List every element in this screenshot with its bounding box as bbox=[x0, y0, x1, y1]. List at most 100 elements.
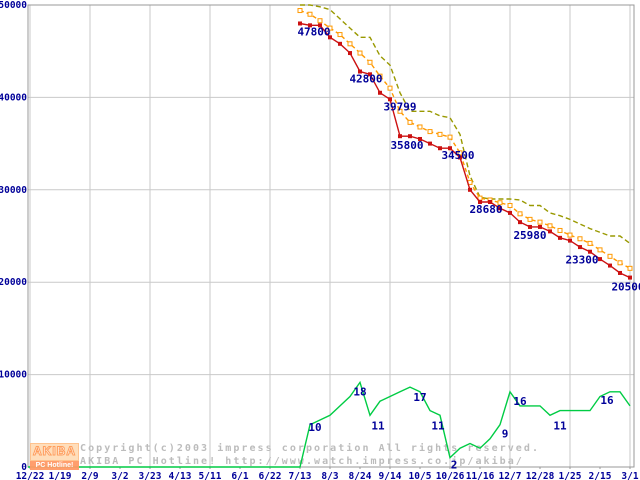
lowest-price-marker bbox=[318, 23, 322, 28]
average-price-marker bbox=[357, 50, 363, 56]
x-axis-tick-label: 10/5 bbox=[409, 471, 432, 480]
y-axis-tick-label: 30000 bbox=[0, 185, 27, 196]
average-price-marker bbox=[447, 134, 453, 140]
lowest-price-marker bbox=[388, 97, 392, 102]
x-axis-tick-label: 3/2 bbox=[111, 471, 128, 480]
lowest-price-marker bbox=[608, 263, 612, 268]
x-axis-tick-label: 12/22 bbox=[16, 471, 45, 480]
lowest-price-marker bbox=[308, 23, 312, 28]
average-price-marker bbox=[557, 227, 563, 233]
average-price-marker bbox=[297, 8, 303, 14]
x-axis-tick-label: 1/25 bbox=[559, 471, 582, 480]
shop-count-label: 10 bbox=[308, 421, 321, 434]
akiba-pc-hotline-logo: AKIBA PC Hotline! bbox=[30, 443, 79, 470]
price-label: 42800 bbox=[349, 73, 382, 86]
average-price-marker bbox=[387, 85, 393, 91]
average-price-marker bbox=[627, 265, 633, 271]
lowest-price-marker bbox=[398, 134, 402, 139]
average-price-line bbox=[299, 9, 631, 269]
x-axis-tick-label: 3/23 bbox=[139, 471, 162, 480]
shop-count-label: 16 bbox=[600, 394, 614, 407]
x-axis-tick-label: 1/19 bbox=[49, 471, 72, 480]
lowest-price-marker bbox=[538, 224, 542, 229]
lowest-price-marker bbox=[368, 72, 372, 77]
lowest-price-marker bbox=[328, 35, 332, 40]
x-axis-tick-label: 6/22 bbox=[259, 471, 282, 480]
x-axis-tick-label: 8/3 bbox=[321, 471, 338, 480]
price-label: 28680 bbox=[469, 203, 502, 216]
x-axis-tick-label: 6/1 bbox=[231, 471, 248, 480]
x-axis-tick-label: 8/24 bbox=[349, 471, 372, 480]
average-price-marker bbox=[517, 211, 523, 217]
average-price-marker bbox=[617, 260, 623, 266]
plot-border bbox=[27, 4, 635, 468]
lowest-price-marker bbox=[348, 51, 352, 56]
lowest-price-marker bbox=[468, 187, 472, 192]
shop-count-label: 11 bbox=[553, 419, 567, 432]
average-price-marker bbox=[397, 108, 403, 114]
x-axis-tick-label: 4/13 bbox=[169, 471, 192, 480]
price-label: 35800 bbox=[390, 139, 423, 152]
lowest-price-marker bbox=[378, 90, 382, 95]
average-price-marker bbox=[327, 25, 333, 31]
lowest-price-marker bbox=[408, 134, 412, 139]
shop-count-label: 17 bbox=[413, 391, 426, 404]
shop-count-label: 11 bbox=[371, 419, 385, 432]
average-price-marker bbox=[417, 124, 423, 130]
lowest-price-marker bbox=[508, 210, 512, 215]
y-axis-tick-label: 40000 bbox=[0, 92, 27, 103]
lowest-price-marker bbox=[438, 146, 442, 151]
lowest-price-marker bbox=[298, 21, 302, 26]
lowest-price-marker bbox=[578, 245, 582, 250]
price-label: 47800 bbox=[297, 25, 330, 38]
lowest-price-marker bbox=[568, 238, 572, 243]
shop-count-line bbox=[28, 380, 631, 468]
lowest-price-line bbox=[299, 22, 631, 279]
average-price-marker bbox=[347, 41, 353, 47]
price-label: 23300 bbox=[565, 254, 598, 267]
x-axis-tick-label: 10/26 bbox=[436, 471, 465, 480]
average-price-marker bbox=[317, 18, 323, 24]
copyright-watermark-line1: Copyright(c)2003 impress corporation All… bbox=[80, 442, 540, 454]
average-price-marker bbox=[527, 216, 533, 222]
lowest-price-marker bbox=[548, 229, 552, 234]
y-axis-tick-label: 10000 bbox=[0, 370, 27, 381]
lowest-price-marker bbox=[428, 141, 432, 146]
y-axis-tick-label: 50000 bbox=[0, 0, 27, 11]
average-price-marker bbox=[337, 32, 343, 38]
x-axis-tick-label: 12/28 bbox=[526, 471, 555, 480]
average-price-marker bbox=[537, 219, 543, 225]
shop-count-label: 16 bbox=[513, 395, 527, 408]
lowest-price-marker bbox=[338, 41, 342, 46]
price-label: 34500 bbox=[441, 149, 474, 162]
x-axis-tick-label: 2/9 bbox=[81, 471, 98, 480]
average-price-marker bbox=[547, 223, 553, 229]
average-price-marker bbox=[367, 59, 373, 65]
average-price-marker bbox=[437, 131, 443, 137]
lowest-price-marker bbox=[458, 155, 462, 160]
lowest-price-marker bbox=[598, 257, 602, 262]
shop-count-label: 11 bbox=[431, 419, 445, 432]
average-price-marker bbox=[497, 200, 503, 206]
lowest-price-marker bbox=[588, 249, 592, 254]
average-price-marker bbox=[567, 232, 573, 238]
lowest-price-marker bbox=[628, 275, 632, 280]
lowest-price-marker bbox=[518, 220, 522, 225]
logo-subtitle: PC Hotline! bbox=[30, 461, 79, 470]
shop-count-label: 2 bbox=[451, 459, 458, 472]
y-axis-tick-label: 0 bbox=[21, 462, 27, 473]
average-price-marker bbox=[577, 236, 583, 242]
average-price-marker bbox=[427, 129, 433, 135]
x-axis-tick-label: 5/11 bbox=[199, 471, 222, 480]
lowest-price-marker bbox=[418, 136, 422, 141]
x-axis-tick-label: 9/14 bbox=[379, 471, 402, 480]
average-price-marker bbox=[407, 119, 413, 125]
highest-price-line bbox=[300, 4, 631, 244]
average-price-marker bbox=[377, 73, 383, 79]
average-price-marker bbox=[507, 203, 513, 209]
x-axis-tick-label: 7/13 bbox=[289, 471, 312, 480]
y-axis-tick-label: 20000 bbox=[0, 277, 27, 288]
x-axis-tick-label: 2/15 bbox=[589, 471, 612, 480]
